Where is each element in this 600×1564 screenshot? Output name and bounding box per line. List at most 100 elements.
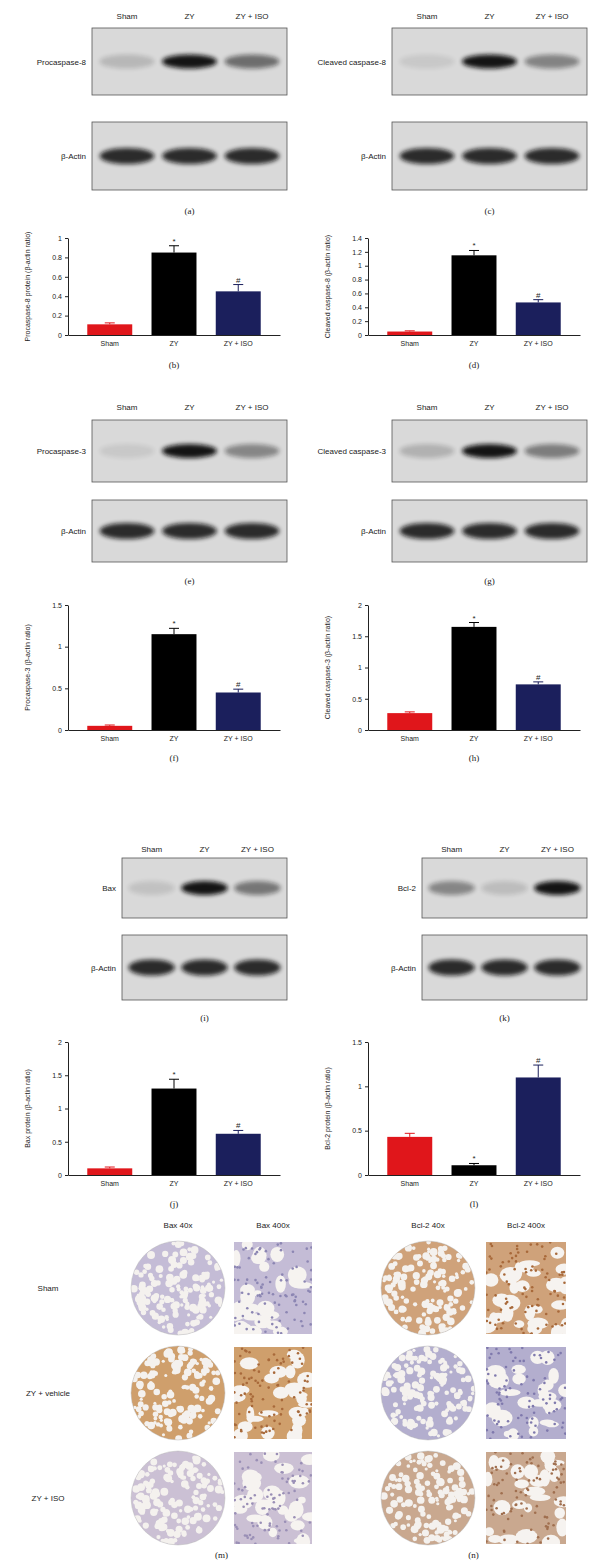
blot-band (162, 523, 217, 539)
blot-panel: ShamZYZY + ISOProcaspase-3β-Actin(e) (37, 403, 287, 586)
tissue-space (391, 1291, 397, 1297)
tissue-space (434, 1535, 440, 1541)
x-tick-label: ZY (170, 340, 179, 347)
panel-label: (l) (470, 1199, 479, 1209)
cell-nucleus (556, 1486, 559, 1489)
lane-label: ZY + ISO (536, 403, 569, 412)
tissue-space (199, 1276, 205, 1282)
tissue-space (199, 1396, 204, 1401)
cell-nucleus (531, 1305, 534, 1308)
cell-nucleus (239, 1355, 242, 1358)
cell-nucleus (288, 1380, 291, 1383)
cell-nucleus (552, 1524, 555, 1527)
y-axis: 00.511.5 (52, 602, 68, 734)
tissue-space (507, 1428, 519, 1439)
cell-nucleus (280, 1471, 283, 1474)
y-tick-label: 0.8 (52, 254, 62, 261)
cell-nucleus (282, 1492, 285, 1495)
cell-nucleus (278, 1529, 281, 1532)
tissue-space (554, 1496, 566, 1507)
tissue-space (424, 1456, 431, 1463)
ihc-outline (381, 1241, 475, 1335)
cell-nucleus (554, 1290, 557, 1293)
cell-nucleus (561, 1397, 564, 1400)
column-header: Bax 400x (256, 1221, 289, 1230)
cell-nucleus (486, 1429, 488, 1432)
x-tick: ZY + ISO (224, 735, 253, 742)
blot-band (525, 444, 580, 458)
bar (87, 1168, 132, 1175)
error-bar-stem (174, 628, 175, 634)
blot-band (534, 881, 581, 895)
bar (387, 713, 432, 730)
cell-nucleus (264, 1452, 267, 1455)
cell-nucleus (526, 1250, 529, 1253)
tissue-space (167, 1461, 173, 1467)
cell-nucleus (279, 1505, 282, 1508)
tissue-space (495, 1457, 510, 1470)
tissue-space (468, 1397, 472, 1401)
cell-nucleus (549, 1394, 552, 1397)
cell-nucleus (287, 1478, 290, 1481)
cell-nucleus (271, 1323, 274, 1326)
tissue-space (486, 1527, 494, 1536)
cell-nucleus (234, 1512, 237, 1515)
tissue-space (234, 1250, 241, 1267)
tissue-space (431, 1392, 434, 1395)
y-tick: 0 (358, 727, 368, 734)
tissue-space (194, 1513, 202, 1521)
cell-nucleus (486, 1347, 489, 1349)
error-bar (469, 623, 479, 627)
tissue-space (388, 1483, 392, 1487)
y-axis: 00.20.40.60.81 (52, 235, 68, 339)
row-label: ZY + vehicle (26, 1389, 71, 1398)
cell-nucleus (557, 1294, 560, 1297)
bar-chart: 00.511.52ShamZYZY + ISOCleaved caspase-3… (324, 602, 581, 763)
cell-nucleus (514, 1504, 517, 1507)
cell-nucleus (304, 1379, 307, 1382)
column-header: Bcl-2 400x (507, 1221, 545, 1230)
y-tick-label: 0 (358, 727, 362, 734)
cell-nucleus (539, 1354, 542, 1357)
panel-label: (e) (185, 576, 195, 586)
tissue-space (203, 1514, 211, 1522)
cell-nucleus (555, 1252, 558, 1255)
y-tick-label: 1 (358, 262, 362, 269)
cell-nucleus (244, 1247, 247, 1250)
y-tick: 1.5 (52, 1072, 68, 1079)
blot-band (225, 523, 280, 539)
tissue-space (383, 1275, 388, 1280)
tissue-space (200, 1494, 207, 1501)
tissue-space (176, 1526, 183, 1533)
y-axis-title: Procaspase-8 protein (β-actin ratio) (24, 232, 32, 342)
cell-nucleus (519, 1360, 522, 1363)
cell-nucleus (494, 1294, 497, 1297)
tissue-space (161, 1394, 166, 1399)
tissue-space (138, 1390, 146, 1398)
cell-nucleus (297, 1352, 300, 1355)
cell-nucleus (497, 1319, 500, 1322)
cell-nucleus (261, 1379, 264, 1382)
tissue-space (417, 1261, 423, 1267)
cell-nucleus (270, 1493, 273, 1496)
tissue-space (460, 1305, 465, 1310)
lane-label: ZY (199, 845, 210, 854)
cell-nucleus (535, 1269, 538, 1272)
cell-nucleus (539, 1388, 542, 1391)
cell-nucleus (252, 1536, 255, 1539)
cell-nucleus (507, 1260, 510, 1263)
cell-nucleus (564, 1407, 566, 1410)
y-tick-mark (365, 335, 368, 336)
error-bar-stem (409, 1133, 410, 1137)
tissue-space (234, 1392, 246, 1402)
tissue-space (194, 1394, 199, 1399)
cell-nucleus (525, 1271, 528, 1274)
tissue-space (540, 1419, 555, 1425)
cell-nucleus (254, 1279, 257, 1282)
tissue-space (399, 1473, 403, 1477)
cell-nucleus (256, 1251, 259, 1254)
tissue-space (183, 1287, 188, 1292)
tissue-space (551, 1300, 566, 1309)
tissue-space (165, 1280, 173, 1288)
tissue-space (291, 1520, 305, 1530)
